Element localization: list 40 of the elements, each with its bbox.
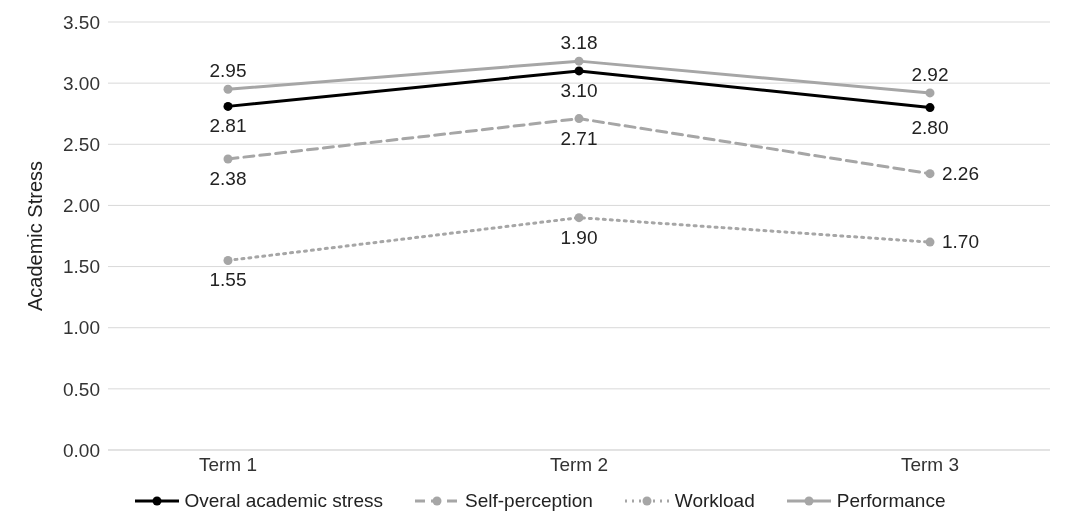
point [925, 237, 935, 247]
point [574, 66, 584, 76]
point [223, 84, 233, 94]
point [925, 88, 935, 98]
data-label: 3.18 [560, 32, 598, 54]
point [223, 255, 233, 265]
x-tick-label: Term 2 [549, 454, 609, 476]
y-tick-label: 0.00 [63, 439, 100, 461]
point [574, 56, 584, 66]
y-tick-label: 1.00 [63, 317, 100, 339]
y-tick-label: 1.50 [63, 256, 100, 278]
data-label: 3.10 [560, 79, 598, 101]
data-label: 2.92 [911, 63, 949, 85]
data-label: 2.38 [209, 167, 247, 189]
y-tick-label: 2.00 [63, 195, 100, 217]
data-label: 2.95 [209, 60, 247, 82]
y-tick-label: 3.00 [63, 72, 100, 94]
point [223, 101, 233, 111]
x-tick-label: Term 1 [198, 454, 258, 476]
data-label: 2.26 [942, 162, 979, 184]
y-axis-title: Academic Stress [24, 160, 47, 312]
point [574, 114, 584, 124]
point [925, 103, 935, 113]
y-tick-label: 2.50 [63, 134, 100, 156]
legend-label: Performance [836, 490, 946, 512]
point [574, 213, 584, 223]
y-tick-label: 0.50 [63, 378, 100, 400]
data-label: 1.90 [560, 226, 598, 248]
legend-label: Self-perception [465, 490, 593, 512]
legend-label: Overal academic stress [184, 490, 384, 512]
point [925, 169, 935, 179]
data-label: 1.70 [942, 231, 979, 253]
data-label: 1.55 [209, 269, 247, 291]
point [223, 154, 233, 164]
data-label: 2.80 [911, 116, 949, 138]
data-label: 2.71 [560, 127, 598, 149]
legend-label: Workload [674, 490, 755, 512]
data-label: 2.81 [209, 115, 247, 137]
x-tick-label: Term 3 [900, 454, 960, 476]
y-tick-label: 3.50 [63, 11, 100, 33]
